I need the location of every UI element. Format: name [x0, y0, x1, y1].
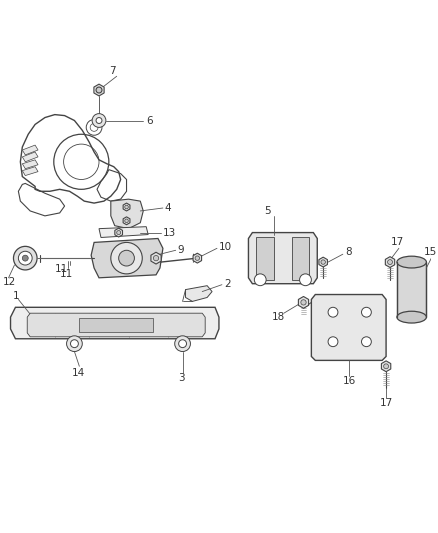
- Text: 1: 1: [13, 290, 19, 301]
- Polygon shape: [11, 308, 219, 339]
- Polygon shape: [311, 295, 386, 360]
- Polygon shape: [111, 199, 143, 229]
- Text: 3: 3: [178, 373, 184, 383]
- Circle shape: [300, 274, 311, 286]
- Circle shape: [67, 336, 82, 352]
- Circle shape: [14, 246, 37, 270]
- Polygon shape: [91, 238, 163, 278]
- Text: 14: 14: [71, 368, 85, 378]
- Text: 11: 11: [60, 269, 73, 279]
- Polygon shape: [22, 152, 38, 162]
- Circle shape: [92, 114, 106, 127]
- Polygon shape: [186, 286, 212, 301]
- Polygon shape: [298, 296, 309, 308]
- Circle shape: [22, 255, 28, 261]
- Text: 13: 13: [163, 228, 176, 238]
- Ellipse shape: [397, 256, 427, 268]
- Text: 17: 17: [391, 237, 404, 247]
- Polygon shape: [123, 217, 130, 225]
- Circle shape: [361, 337, 371, 346]
- Polygon shape: [27, 313, 205, 337]
- Text: 9: 9: [178, 245, 184, 255]
- Text: 7: 7: [109, 66, 116, 76]
- Polygon shape: [292, 237, 309, 280]
- Text: 16: 16: [343, 376, 356, 386]
- Text: 15: 15: [424, 247, 437, 257]
- Text: 11: 11: [55, 264, 68, 274]
- Text: 2: 2: [224, 279, 230, 289]
- Polygon shape: [22, 167, 38, 175]
- Text: 8: 8: [345, 247, 351, 257]
- Circle shape: [111, 243, 142, 274]
- Polygon shape: [381, 361, 391, 372]
- Polygon shape: [385, 257, 395, 268]
- Circle shape: [18, 251, 32, 265]
- Circle shape: [96, 118, 102, 124]
- Circle shape: [96, 87, 102, 93]
- Text: 12: 12: [3, 277, 16, 287]
- Polygon shape: [193, 253, 201, 263]
- Circle shape: [125, 219, 128, 223]
- Polygon shape: [248, 232, 317, 284]
- Circle shape: [328, 308, 338, 317]
- Polygon shape: [94, 84, 104, 96]
- Polygon shape: [99, 227, 148, 238]
- Text: 4: 4: [165, 203, 172, 213]
- Circle shape: [301, 300, 306, 305]
- Text: 17: 17: [380, 398, 393, 408]
- Circle shape: [361, 308, 371, 317]
- Polygon shape: [151, 252, 161, 264]
- Ellipse shape: [397, 311, 427, 323]
- Circle shape: [321, 260, 325, 264]
- Circle shape: [117, 231, 120, 235]
- Polygon shape: [115, 228, 123, 237]
- FancyBboxPatch shape: [397, 262, 427, 317]
- Polygon shape: [123, 203, 130, 211]
- Circle shape: [384, 364, 389, 369]
- Polygon shape: [256, 237, 274, 280]
- Circle shape: [254, 274, 266, 286]
- Circle shape: [328, 337, 338, 346]
- Circle shape: [175, 336, 191, 352]
- Polygon shape: [319, 257, 328, 267]
- Text: 5: 5: [264, 206, 271, 216]
- Text: 18: 18: [272, 312, 285, 322]
- Circle shape: [179, 340, 187, 348]
- Text: 6: 6: [146, 116, 153, 125]
- Circle shape: [125, 205, 128, 209]
- Polygon shape: [79, 318, 153, 332]
- Circle shape: [153, 255, 159, 261]
- Circle shape: [71, 340, 78, 348]
- Circle shape: [195, 256, 200, 260]
- Text: 10: 10: [219, 243, 232, 252]
- Polygon shape: [22, 160, 38, 168]
- Circle shape: [388, 260, 392, 264]
- Circle shape: [119, 251, 134, 266]
- Polygon shape: [22, 145, 38, 155]
